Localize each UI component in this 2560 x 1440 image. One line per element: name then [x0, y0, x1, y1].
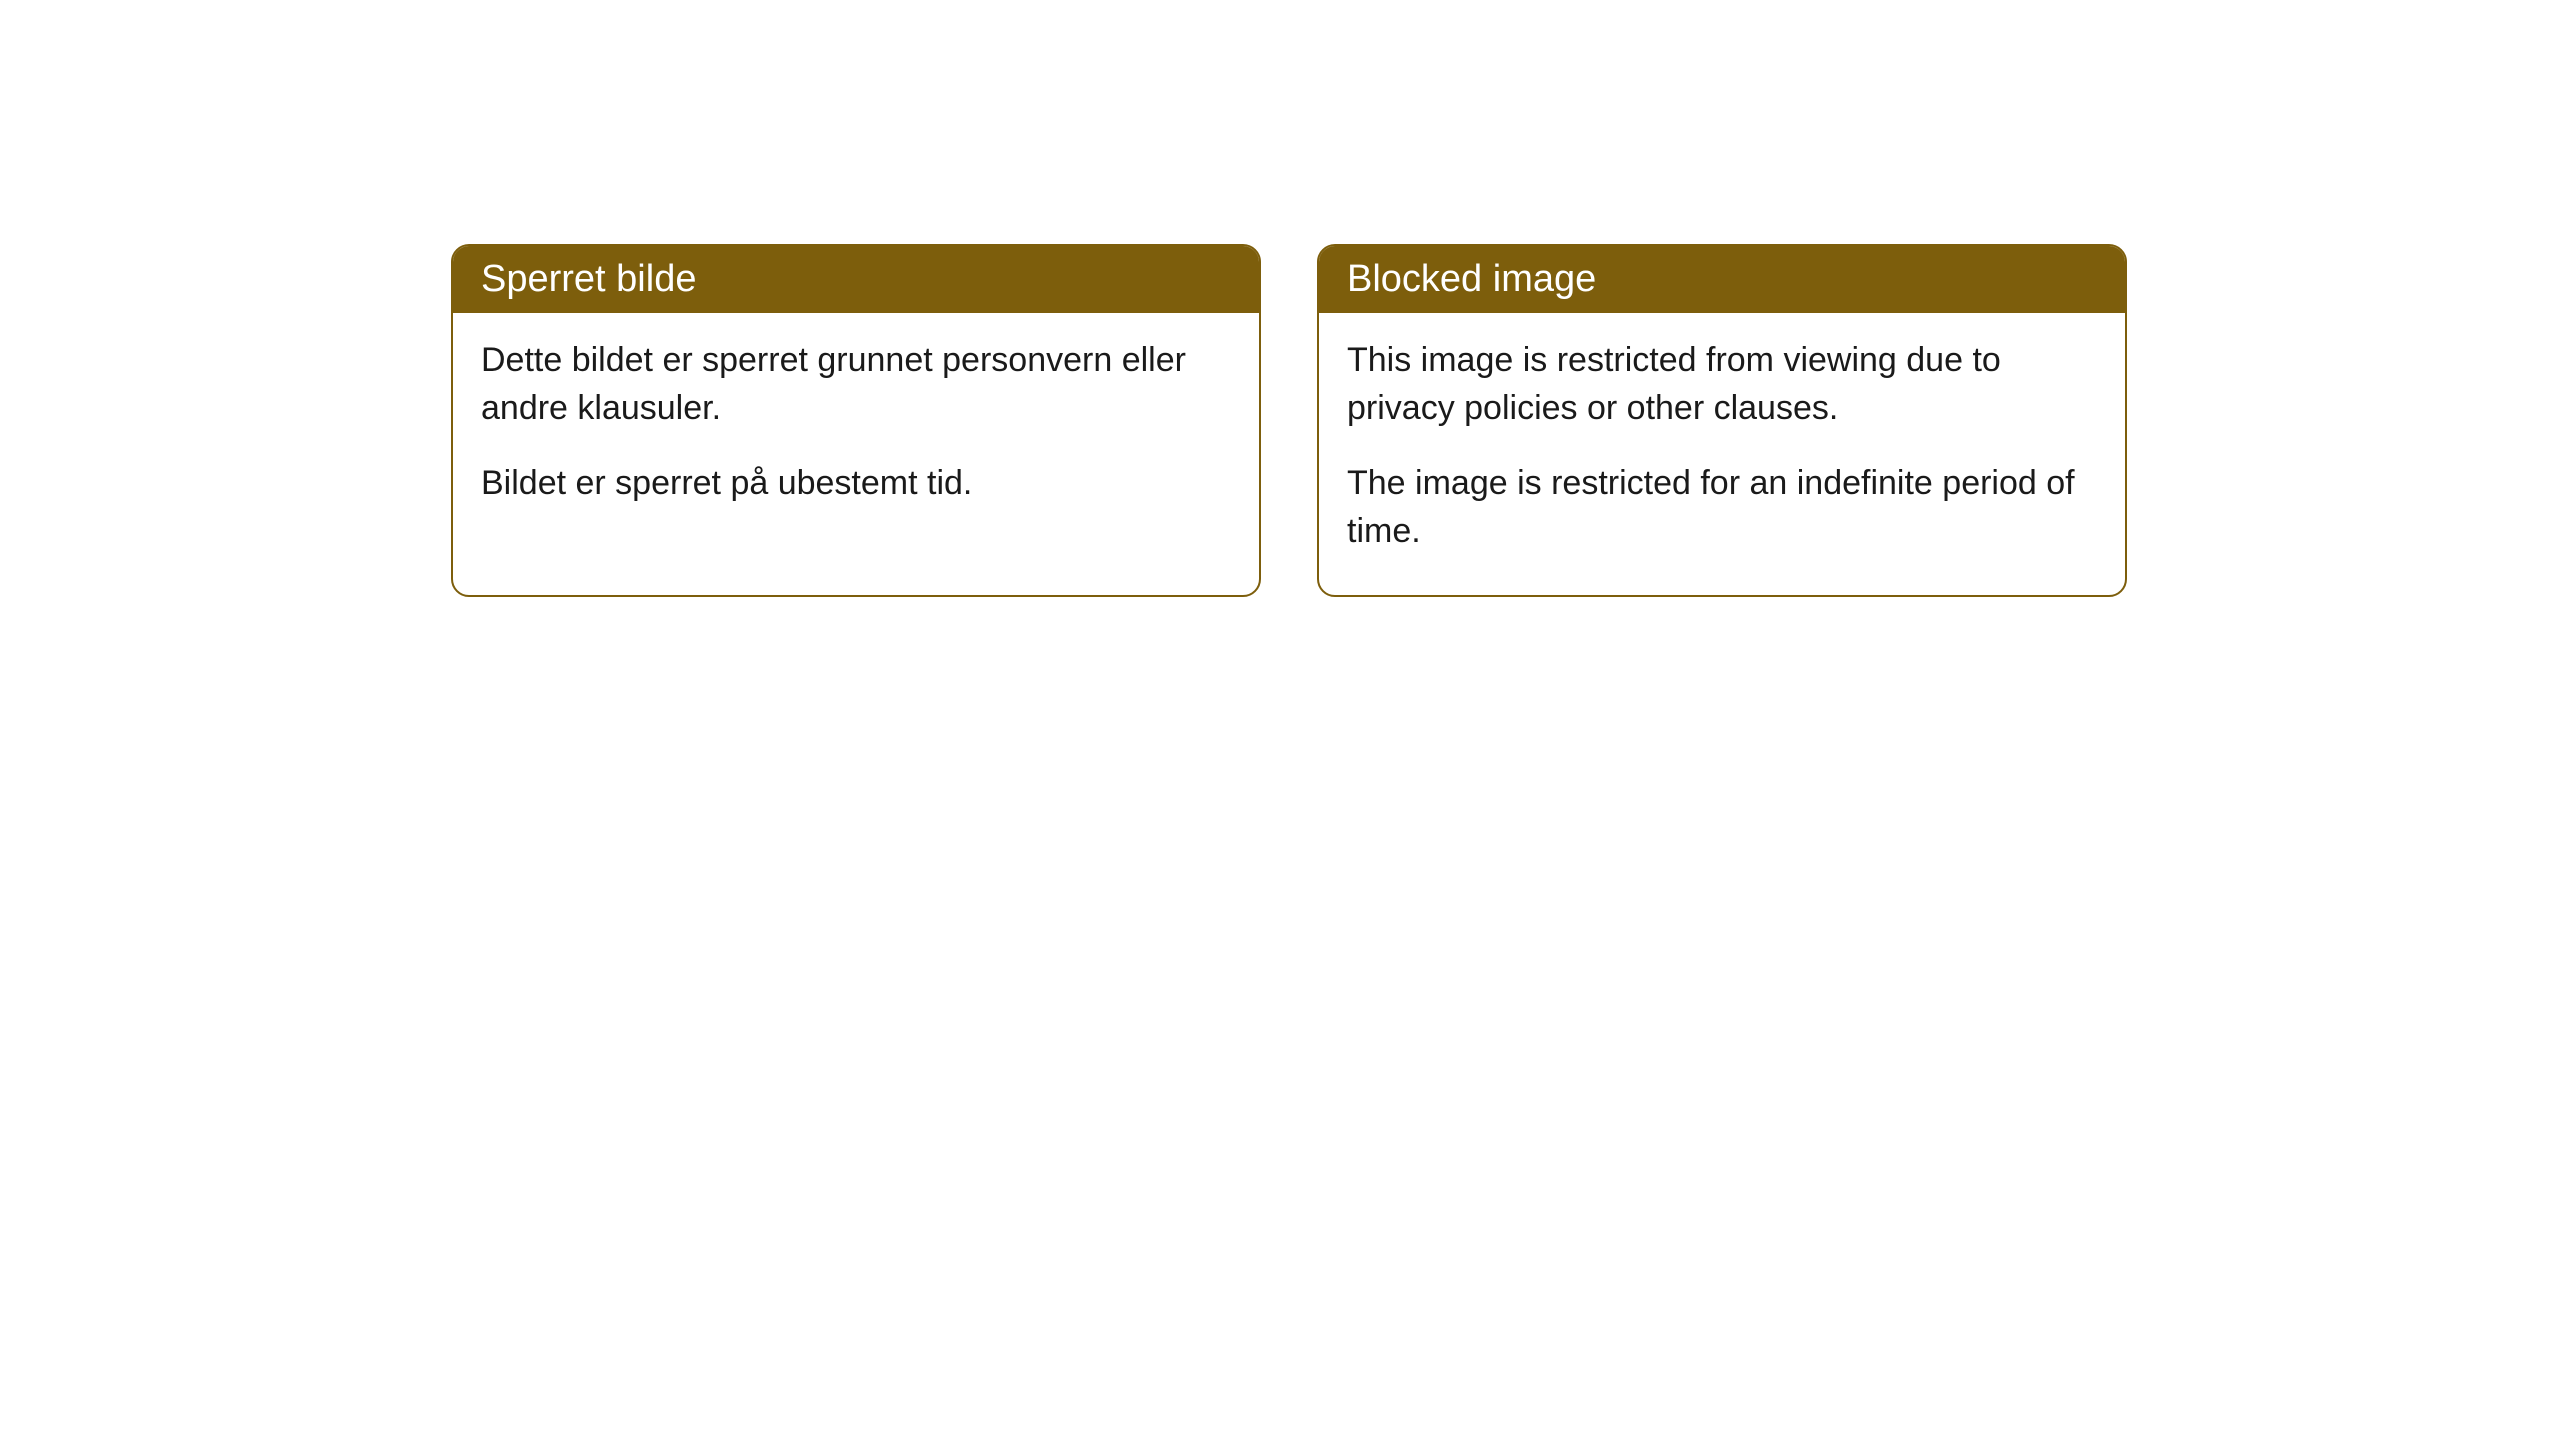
card-header: Blocked image: [1319, 246, 2125, 313]
card-body: Dette bildet er sperret grunnet personve…: [453, 313, 1259, 548]
card-paragraph-1: Dette bildet er sperret grunnet personve…: [481, 337, 1231, 432]
card-paragraph-1: This image is restricted from viewing du…: [1347, 337, 2097, 432]
card-title: Blocked image: [1347, 258, 1596, 300]
notice-card-english: Blocked image This image is restricted f…: [1317, 244, 2127, 597]
card-paragraph-2: Bildet er sperret på ubestemt tid.: [481, 460, 1231, 508]
notice-card-norwegian: Sperret bilde Dette bildet er sperret gr…: [451, 244, 1261, 597]
card-paragraph-2: The image is restricted for an indefinit…: [1347, 460, 2097, 555]
card-body: This image is restricted from viewing du…: [1319, 313, 2125, 595]
card-title: Sperret bilde: [481, 258, 696, 300]
card-header: Sperret bilde: [453, 246, 1259, 313]
notice-cards-container: Sperret bilde Dette bildet er sperret gr…: [451, 244, 2127, 597]
